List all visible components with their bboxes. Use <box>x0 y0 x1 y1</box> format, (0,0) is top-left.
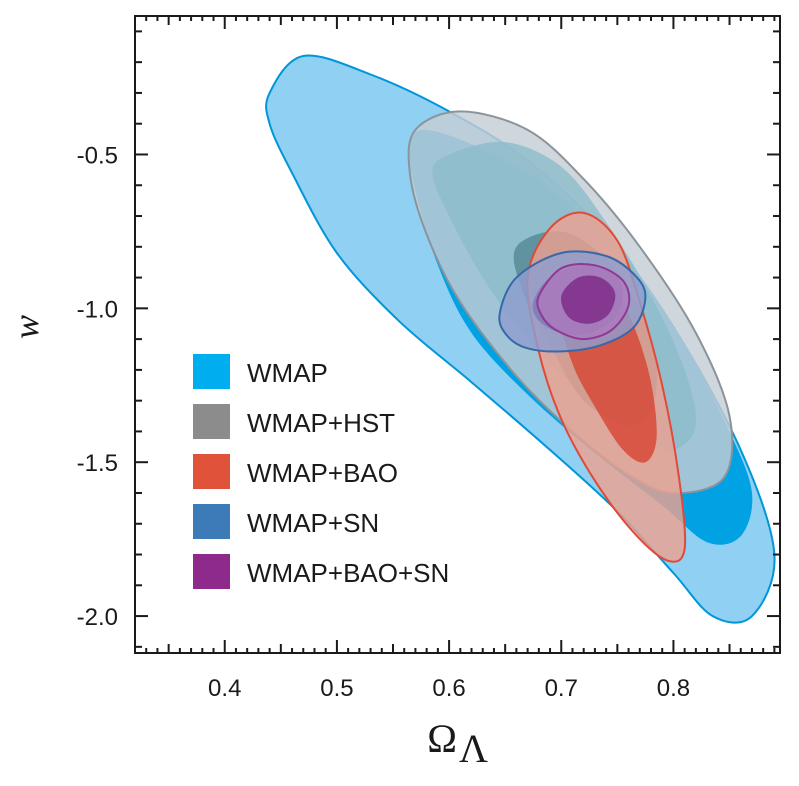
legend-swatch-wmap-bao <box>193 454 230 489</box>
y-tick-label: -2.0 <box>77 604 118 631</box>
legend-label-wmap-hst: WMAP+HST <box>247 408 395 438</box>
contour-wmap-bao-sn-68 <box>561 275 616 324</box>
legend-label-wmap-bao-sn: WMAP+BAO+SN <box>247 558 449 588</box>
legend-label-wmap-bao: WMAP+BAO <box>247 458 398 488</box>
legend-swatch-wmap-hst <box>193 404 230 439</box>
y-tick-label: -1.5 <box>77 450 118 477</box>
legend-label-wmap: WMAP <box>247 358 328 388</box>
x-tick-label: 0.6 <box>432 675 465 702</box>
y-tick-labels: -0.5 -1.0 -1.5 -2.0 <box>77 142 118 631</box>
x-tick-labels: 0.4 0.5 0.6 0.7 0.8 <box>208 675 690 702</box>
x-axis-title-subscript: Λ <box>459 726 488 771</box>
x-tick-label: 0.8 <box>657 675 690 702</box>
x-tick-label: 0.7 <box>545 675 578 702</box>
contour-layer <box>265 54 776 624</box>
legend-swatch-wmap-sn <box>193 504 230 539</box>
legend-label-wmap-sn: WMAP+SN <box>247 508 379 538</box>
x-axis-title: Ω <box>427 716 457 761</box>
plot-frame <box>134 15 781 654</box>
tick-marks <box>135 16 780 653</box>
x-tick-label: 0.4 <box>208 675 241 702</box>
y-axis-title: w <box>6 315 46 339</box>
y-tick-label: -0.5 <box>77 142 118 169</box>
legend-swatch-wmap-bao-sn <box>193 554 230 589</box>
legend-swatch-wmap <box>193 354 230 389</box>
legend: WMAP WMAP+HST WMAP+BAO WMAP+SN WMAP+BAO+SN <box>193 354 449 589</box>
y-tick-label: -1.0 <box>77 296 118 323</box>
x-tick-label: 0.5 <box>320 675 353 702</box>
